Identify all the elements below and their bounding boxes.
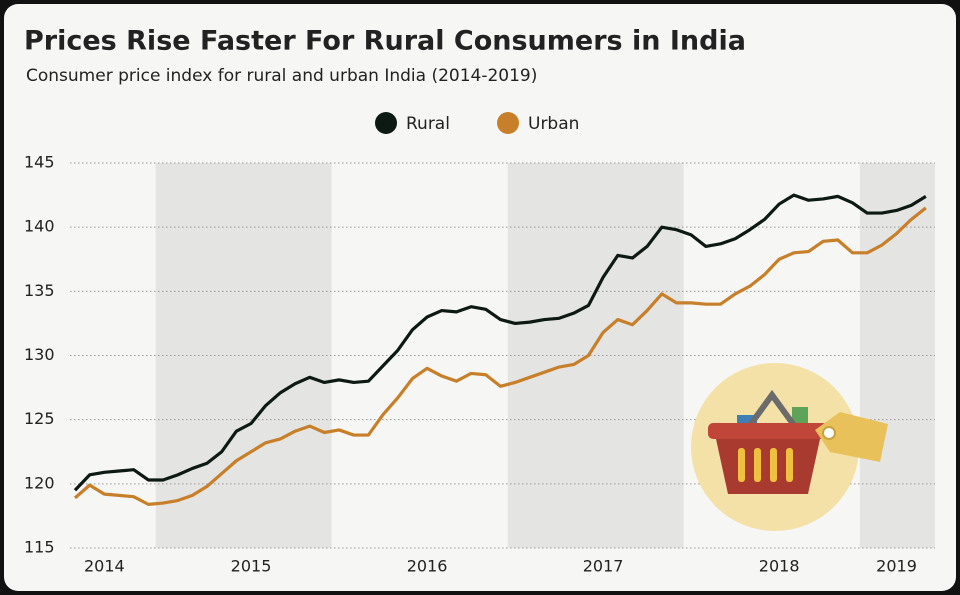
legend-label: Urban xyxy=(528,114,579,134)
chart-subtitle: Consumer price index for rural and urban… xyxy=(26,66,537,86)
y-tick-label: 125 xyxy=(24,409,55,428)
legend-swatch xyxy=(375,112,397,134)
year-band xyxy=(70,163,156,548)
y-tick-label: 120 xyxy=(24,473,55,492)
legend-label: Rural xyxy=(406,114,450,134)
y-tick-label: 140 xyxy=(24,217,55,236)
x-tick-label: 2014 xyxy=(84,557,125,576)
basket-illustration xyxy=(691,363,888,531)
plot: Rural Urban xyxy=(73,112,927,506)
y-tick-label: 145 xyxy=(24,153,55,172)
series-line xyxy=(73,206,927,506)
y-tick-label: 115 xyxy=(24,538,55,557)
legend-swatch xyxy=(497,112,519,134)
series-line xyxy=(73,193,927,492)
y-tick-label: 135 xyxy=(24,281,55,300)
chart-title: Prices Rise Faster For Rural Consumers i… xyxy=(24,26,746,57)
x-tick-label: 2018 xyxy=(759,557,800,576)
x-tick-label: 2015 xyxy=(231,557,272,576)
x-tick-label: 2016 xyxy=(407,557,448,576)
y-tick-label: 130 xyxy=(24,345,55,364)
x-tick-label: 2019 xyxy=(876,557,917,576)
grid: 115 120 125 130 135 140 145 2014 2015 2016 2017 201… xyxy=(24,153,935,576)
x-tick-label: 2017 xyxy=(583,557,624,576)
